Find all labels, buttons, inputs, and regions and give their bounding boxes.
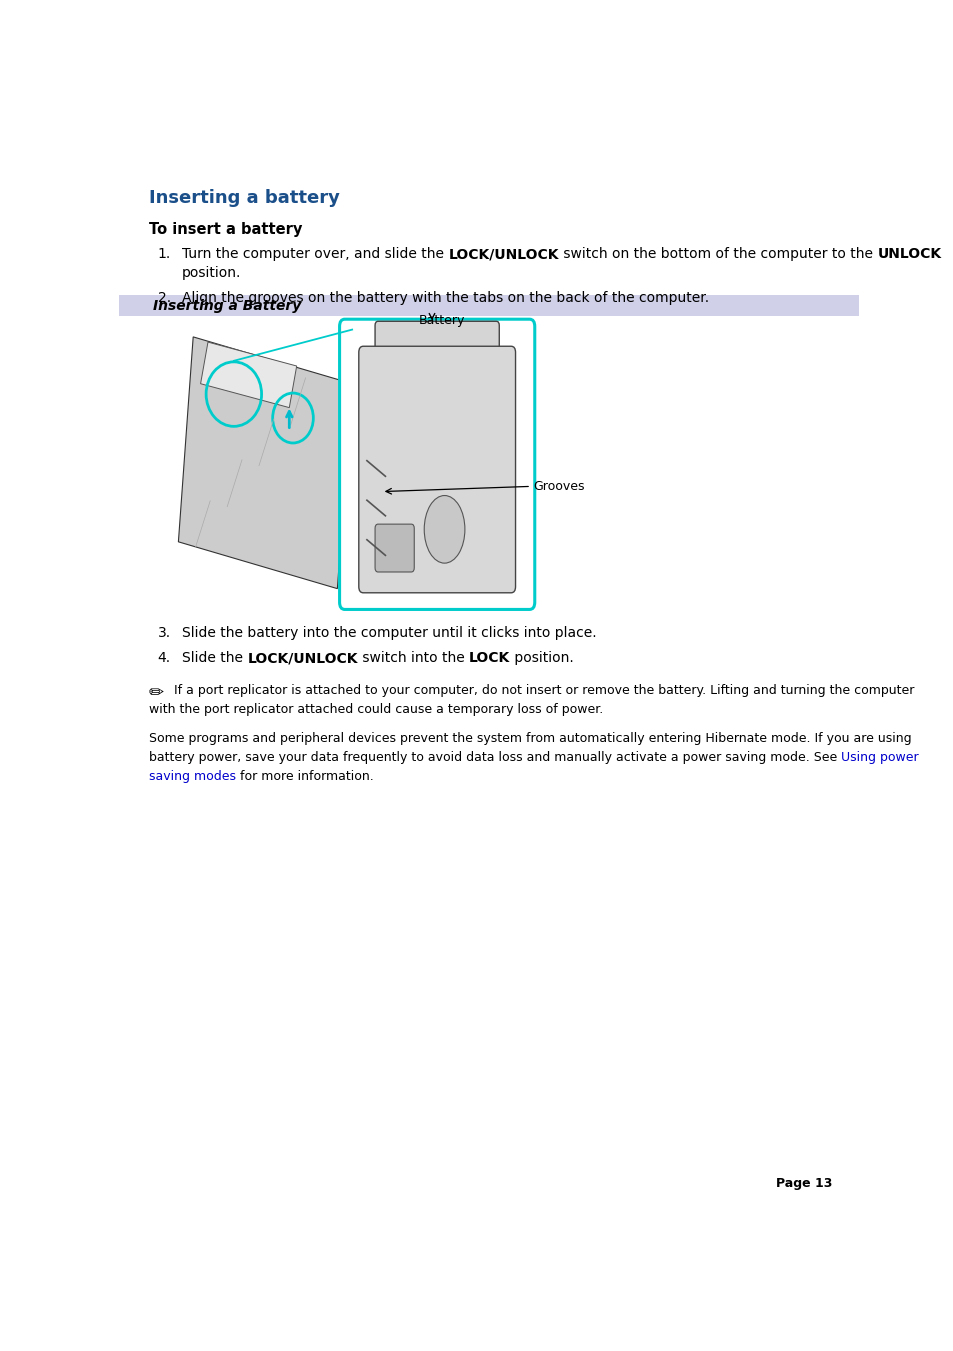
- Text: battery power, save your data frequently to avoid data loss and manually activat: battery power, save your data frequently…: [149, 751, 841, 763]
- Text: Page 13: Page 13: [776, 1177, 832, 1190]
- FancyBboxPatch shape: [339, 319, 535, 609]
- Text: 4.: 4.: [157, 651, 171, 665]
- Text: Slide the battery into the computer until it clicks into place.: Slide the battery into the computer unti…: [182, 626, 596, 640]
- Text: ✏: ✏: [149, 685, 164, 703]
- Text: position.: position.: [510, 651, 574, 665]
- Text: Grooves: Grooves: [533, 480, 584, 493]
- Text: Slide the: Slide the: [182, 651, 247, 665]
- Text: LOCK/UNLOCK: LOCK/UNLOCK: [247, 651, 357, 665]
- Text: position.: position.: [182, 266, 241, 280]
- Text: 2.: 2.: [157, 290, 171, 305]
- Text: for more information.: for more information.: [235, 770, 374, 782]
- Text: If a port replicator is attached to your computer, do not insert or remove the b: If a port replicator is attached to your…: [170, 685, 913, 697]
- Text: Using power: Using power: [841, 751, 918, 763]
- Text: saving modes: saving modes: [149, 770, 235, 782]
- Ellipse shape: [424, 496, 464, 563]
- Bar: [119, 296, 858, 316]
- Text: switch on the bottom of the computer to the: switch on the bottom of the computer to …: [558, 247, 877, 262]
- Text: LOCK/UNLOCK: LOCK/UNLOCK: [448, 247, 558, 262]
- FancyBboxPatch shape: [375, 322, 498, 369]
- Text: LOCK: LOCK: [469, 651, 510, 665]
- Text: Align the grooves on the battery with the tabs on the back of the computer.: Align the grooves on the battery with th…: [182, 290, 708, 305]
- Text: Inserting a battery: Inserting a battery: [149, 189, 339, 207]
- Text: Turn the computer over, and slide the: Turn the computer over, and slide the: [182, 247, 448, 262]
- Text: UNLOCK: UNLOCK: [877, 247, 941, 262]
- FancyBboxPatch shape: [375, 524, 414, 571]
- Text: Some programs and peripheral devices prevent the system from automatically enter: Some programs and peripheral devices pre…: [149, 732, 910, 746]
- Text: switch into the: switch into the: [357, 651, 469, 665]
- Text: Inserting a Battery: Inserting a Battery: [152, 299, 300, 312]
- Polygon shape: [200, 342, 296, 408]
- FancyBboxPatch shape: [358, 346, 515, 593]
- Polygon shape: [178, 336, 352, 589]
- Text: 1.: 1.: [157, 247, 171, 262]
- Text: with the port replicator attached could cause a temporary loss of power.: with the port replicator attached could …: [149, 703, 602, 716]
- Text: 3.: 3.: [157, 626, 171, 640]
- Text: Battery: Battery: [418, 313, 464, 327]
- Text: To insert a battery: To insert a battery: [149, 223, 302, 238]
